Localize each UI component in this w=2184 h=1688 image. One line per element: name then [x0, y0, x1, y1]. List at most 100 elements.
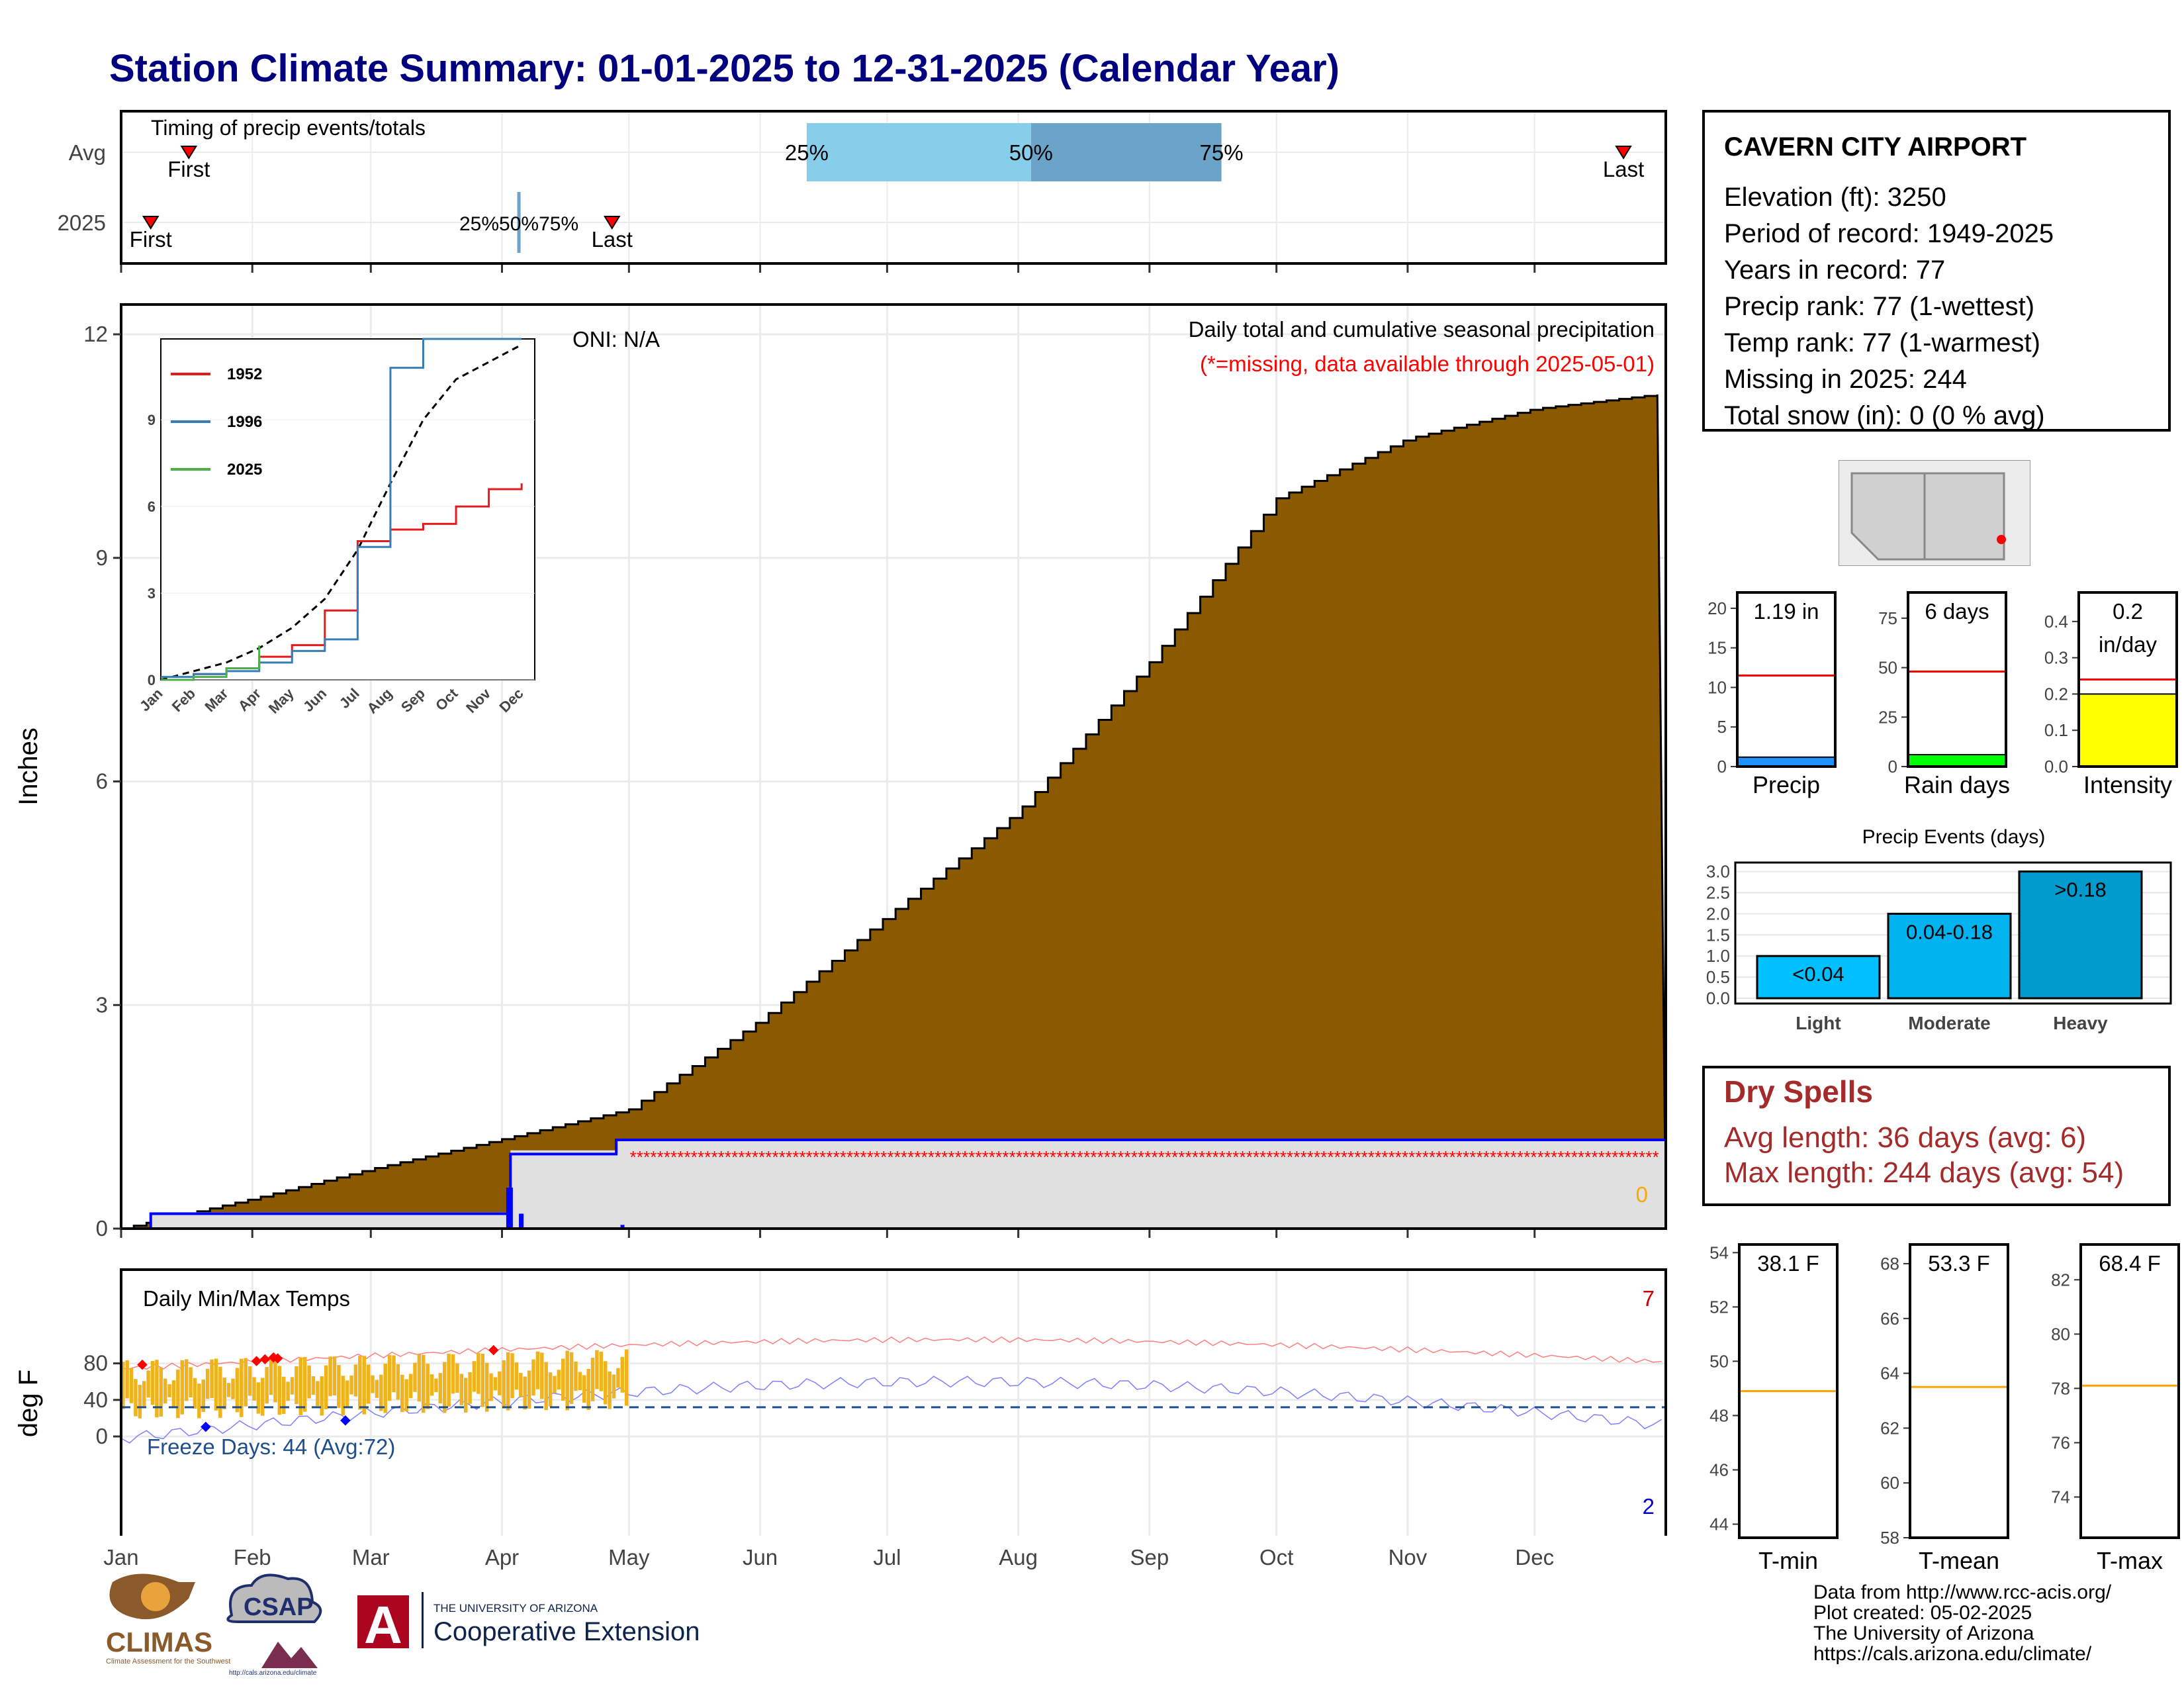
footer-line-3: The University of Arizona: [1813, 1622, 2034, 1644]
inset-series-2025: [161, 645, 261, 681]
daily-temp-range: [189, 1367, 193, 1398]
temp-bar-tick-label: 80: [2051, 1324, 2070, 1344]
mini-bar-tick-label: 0.4: [2044, 612, 2068, 632]
missing-marker: *: [1165, 1147, 1171, 1167]
daily-temp-range: [519, 1372, 523, 1397]
record-high-marker: [251, 1356, 262, 1366]
daily-temp-range: [298, 1357, 303, 1416]
y2025-pct-labels: 25%50%75%: [459, 213, 578, 235]
daily-precip-bar: [506, 1188, 513, 1229]
missing-marker: *: [1463, 1147, 1469, 1167]
temp-bar-charts: 44 46 48 50 52 54 38.1 F T-min 58 60 62 64 66 68 53.3 …: [1709, 1243, 2180, 1574]
month-label-sep: Sep: [1130, 1545, 1169, 1570]
temp-label: Daily Min/Max Temps: [143, 1286, 350, 1311]
current-year-cumulative-line: [121, 1139, 1666, 1230]
precip-y-ticks: 0 3 6 9 12: [83, 322, 121, 1241]
missing-marker: *: [1043, 1147, 1050, 1167]
daily-temp-range: [387, 1355, 392, 1401]
daily-temp-range: [586, 1369, 590, 1410]
daily-temp-range: [480, 1354, 485, 1407]
temp-bar-tick-label: 52: [1709, 1297, 1729, 1317]
temp-bar-tick-label: 50: [1709, 1351, 1729, 1371]
daily-temp-range: [472, 1361, 477, 1392]
daily-temp-range: [548, 1372, 553, 1407]
mini-bar-tick-label: 0.1: [2044, 720, 2068, 740]
daily-temp-range: [396, 1364, 400, 1400]
freeze-days: Freeze Days: 44 (Avg:72): [147, 1434, 395, 1459]
daily-temp-range: [307, 1365, 311, 1399]
missing-marker: *: [1327, 1147, 1334, 1167]
missing-marker: *: [995, 1147, 1002, 1167]
missing-marker: *: [1578, 1147, 1584, 1167]
daily-temp-range: [438, 1373, 443, 1404]
daily-temp-range: [205, 1368, 210, 1399]
daily-temp-range: [553, 1376, 557, 1393]
record-low-marker: [340, 1415, 351, 1426]
missing-marker: *: [1354, 1147, 1361, 1167]
daily-temp-range: [531, 1359, 535, 1396]
missing-marker: *: [1449, 1147, 1456, 1167]
precip-frame: [120, 303, 1667, 1230]
daily-temp-range: [180, 1360, 185, 1415]
missing-marker: *: [1598, 1147, 1605, 1167]
missing-marker: *: [670, 1147, 677, 1167]
daily-temp-range: [231, 1378, 235, 1399]
mini-bar-tick-label: 75: [1878, 608, 1897, 628]
inset-month-label: Nov: [463, 684, 494, 716]
month-label-jul: Jul: [873, 1545, 901, 1570]
missing-marker: *: [691, 1147, 698, 1167]
missing-marker: *: [1435, 1147, 1442, 1167]
daily-temp-range: [235, 1368, 240, 1413]
missing-marker: *: [1415, 1147, 1422, 1167]
record-low-marker: [201, 1421, 211, 1432]
temp-tick-label: 80: [83, 1351, 108, 1376]
inset-month-label: Dec: [496, 685, 526, 716]
inset-legend-label-2025: 2025: [227, 461, 262, 479]
daily-temp-range: [134, 1379, 138, 1417]
missing-marker: *: [1178, 1147, 1185, 1167]
daily-temp-range: [210, 1359, 214, 1399]
avg-q1-bar: [806, 123, 1031, 181]
mini-bar-chart-rain-days: 0 25 50 75 6 days Rain days: [1878, 591, 2010, 798]
temp-bar-tick-label: 78: [2051, 1378, 2070, 1398]
daily-temp-range: [408, 1374, 413, 1399]
missing-marker: *: [1151, 1147, 1158, 1167]
daily-temp-range: [404, 1379, 408, 1411]
missing-marker: *: [1280, 1147, 1287, 1167]
daily-temp-range: [345, 1380, 349, 1407]
events-bar-light: [1756, 955, 1881, 1000]
missing-marker: *: [1083, 1147, 1090, 1167]
daily-temp-range: [265, 1367, 269, 1404]
daily-temp-range: [422, 1354, 426, 1413]
temp-bar-tick-label: 82: [2051, 1270, 2070, 1289]
missing-marker: *: [765, 1147, 772, 1167]
ua-logo: A THE UNIVERSITY OF ARIZONA Cooperative …: [357, 1592, 700, 1654]
mini-bar-label: Rain days: [1904, 771, 2010, 798]
daily-precip-bar: [519, 1213, 524, 1229]
month-label-feb: Feb: [234, 1545, 271, 1570]
precip-tick-label: 3: [96, 992, 108, 1017]
missing-marker: *: [1402, 1147, 1408, 1167]
mini-bar-tick-label: 20: [1707, 598, 1727, 618]
missing-marker: *: [1510, 1147, 1517, 1167]
missing-marker: *: [948, 1147, 955, 1167]
precip-annotation-title: Daily total and cumulative seasonal prec…: [1189, 317, 1655, 342]
svg-text:CLIMAS: CLIMAS: [106, 1626, 212, 1658]
missing-marker: *: [1158, 1147, 1165, 1167]
missing-marker: *: [711, 1147, 717, 1167]
events-bar-label: >0.18: [2054, 878, 2106, 902]
daily-temp-range: [349, 1375, 353, 1395]
inset-frame: [160, 338, 535, 680]
daily-temp-range: [468, 1372, 472, 1404]
mini-bar-tick-label: 0.2: [2044, 684, 2068, 704]
daily-temp-range: [569, 1352, 574, 1404]
missing-marker: *: [1429, 1147, 1435, 1167]
missing-marker: *: [826, 1147, 833, 1167]
daily-temp-range: [290, 1377, 295, 1395]
missing-marker: *: [1117, 1147, 1124, 1167]
cumulative-precip-area: [121, 394, 1667, 1230]
precip-tick-label: 6: [96, 769, 108, 794]
missing-marker: *: [1537, 1147, 1544, 1167]
missing-marker: *: [1212, 1147, 1219, 1167]
inset-month-label: Apr: [235, 685, 265, 715]
